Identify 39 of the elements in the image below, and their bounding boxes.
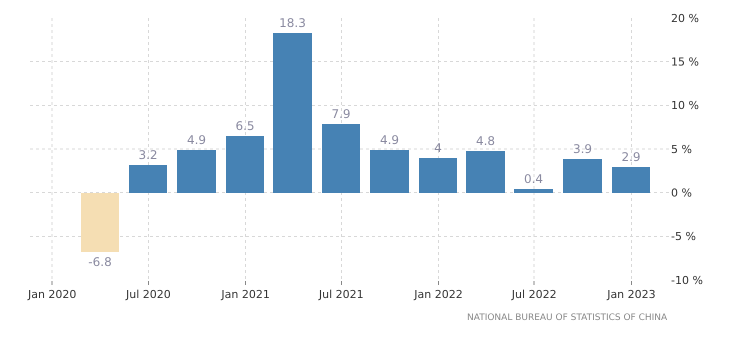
bar: [370, 150, 409, 193]
data-label: 7.9: [331, 107, 351, 121]
y-tick-label: 0 %: [671, 186, 692, 200]
bar: [273, 33, 312, 193]
data-label: 3.9: [572, 142, 592, 156]
data-label: -6.8: [88, 255, 112, 269]
bar: [322, 124, 360, 193]
bar: [466, 151, 505, 193]
bar: [129, 165, 167, 193]
x-tick-label: Jul 2021: [318, 288, 364, 302]
data-label: 6.5: [235, 119, 255, 133]
bar: [226, 136, 264, 193]
bar: [177, 150, 216, 193]
text: NATIONAL BUREAU OF STATISTICS OF CHINA: [467, 313, 668, 323]
x-tick-label: Jan 2022: [413, 288, 463, 302]
data-label: 4.8: [476, 134, 496, 148]
bar: [81, 193, 119, 252]
x-tick-label: Jul 2020: [124, 288, 171, 302]
data-label: 3.2: [138, 148, 158, 162]
y-tick-label: -5 %: [671, 230, 696, 244]
y-tick-label: 15 %: [671, 56, 699, 69]
y-tick-label: -10 %: [671, 274, 703, 287]
y-tick-label: 20 %: [671, 12, 699, 25]
bar: [419, 158, 457, 193]
bar: [514, 189, 553, 193]
x-tick-label: Jul 2022: [510, 288, 557, 302]
x-tick-label: Jan 2020: [26, 288, 76, 302]
data-label: 0.4: [524, 172, 544, 186]
y-tick-label: 10 %: [671, 99, 699, 112]
x-tick-label: Jan 2021: [220, 288, 270, 302]
bar: [612, 167, 650, 193]
data-label: 4.9: [380, 133, 400, 147]
data-label: 4.9: [186, 133, 206, 147]
data-label: 4: [434, 141, 442, 155]
y-tick-label: 5 %: [671, 142, 692, 156]
data-label: 18.3: [279, 16, 306, 30]
x-tick-label: Jan 2023: [606, 288, 656, 302]
bar: [563, 159, 602, 193]
data-label: 2.9: [621, 150, 641, 164]
